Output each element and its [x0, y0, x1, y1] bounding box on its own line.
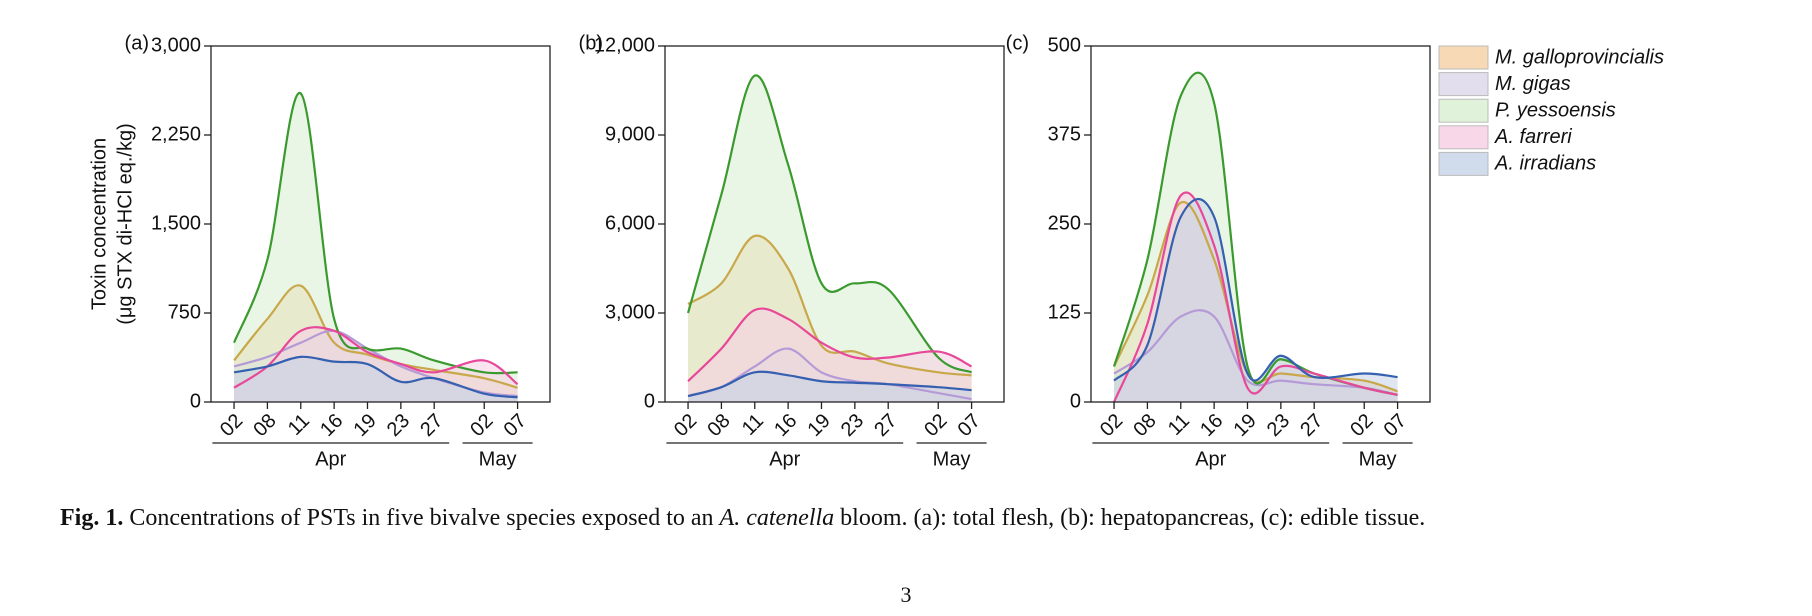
caption-text: bloom. (a): total flesh, (b): hepatopanc…: [840, 505, 1426, 531]
line: [233, 355, 518, 399]
x-tick-label: 27: [416, 410, 447, 441]
line: [687, 370, 972, 398]
x-tick-label: 27: [1296, 410, 1327, 441]
area: [1114, 199, 1398, 402]
x-tick-label: 07: [1380, 410, 1411, 441]
x-tick-label: 23: [1263, 410, 1294, 441]
line: [1113, 198, 1398, 382]
y-tick-label: 2,250: [151, 123, 201, 145]
line: [233, 326, 519, 389]
panel-label: (a): [125, 32, 149, 54]
y-tick-label: 500: [1048, 34, 1081, 56]
y-tick-label: 12,000: [594, 34, 655, 56]
x-tick-label: 19: [803, 410, 834, 441]
legend-label: M. gigas: [1495, 73, 1571, 95]
x-tick-label: 08: [703, 410, 734, 441]
x-tick-label: 07: [500, 410, 531, 441]
line: [1113, 309, 1398, 396]
caption-label: Fig. 1.: [60, 505, 124, 531]
line: [687, 234, 972, 377]
y-tick-label: 0: [190, 390, 201, 412]
line: [1113, 200, 1398, 393]
y-tick-label: 125: [1048, 301, 1081, 323]
line: [686, 74, 973, 374]
group-label: May: [933, 448, 971, 470]
x-tick-label: 23: [383, 410, 414, 441]
line: [233, 284, 518, 389]
legend-swatch: [1438, 151, 1489, 176]
caption-text: Concentrations of PSTs in five bivalve s…: [129, 505, 714, 531]
legend-swatch: [1438, 45, 1489, 70]
y-tick-label: 375: [1048, 123, 1081, 145]
y-tick-label: 1,500: [151, 212, 201, 234]
x-tick-label: 23: [837, 410, 868, 441]
panel-label: (b): [579, 32, 603, 54]
x-tick-label: 02: [670, 410, 701, 441]
y-axis-label: (μg STX di-HCl eq./kg): [114, 123, 136, 325]
area: [234, 356, 518, 402]
legend-label: A. irradians: [1494, 153, 1596, 175]
area: [234, 92, 518, 402]
x-tick-label: 16: [1196, 410, 1227, 441]
x-tick-label: 07: [954, 410, 985, 441]
x-tick-label: 19: [1229, 410, 1260, 441]
group-label: May: [1359, 448, 1397, 470]
y-tick-label: 9,000: [605, 123, 655, 145]
x-tick-label: 02: [920, 410, 951, 441]
x-tick-label: 02: [1346, 410, 1377, 441]
group-label: Apr: [315, 448, 346, 470]
line: [1113, 191, 1398, 402]
line: [687, 307, 973, 383]
y-tick-label: 0: [1070, 390, 1081, 412]
legend-label: P. yessoensis: [1495, 99, 1616, 121]
x-tick-label: 11: [284, 410, 314, 440]
group-label: Apr: [1195, 448, 1226, 470]
x-tick-label: 11: [738, 410, 768, 440]
y-axis-label: Toxin concentration: [88, 138, 110, 310]
y-tick-label: 750: [168, 301, 201, 323]
group-label: May: [479, 448, 517, 470]
x-tick-label: 02: [466, 410, 497, 441]
caption-species: A. catenella: [719, 505, 835, 531]
x-tick-label: 02: [216, 410, 247, 441]
legend-swatch: [1438, 125, 1489, 150]
y-tick-label: 0: [644, 390, 655, 412]
x-tick-label: 08: [1129, 410, 1160, 441]
panel-label: (c): [1006, 32, 1029, 54]
x-tick-label: 19: [349, 410, 380, 441]
y-tick-label: 3,000: [151, 34, 201, 56]
x-tick-label: 27: [870, 410, 901, 441]
line: [233, 92, 518, 375]
page-number: 3: [900, 582, 912, 607]
legend-swatch: [1438, 72, 1489, 97]
x-tick-label: 16: [770, 410, 801, 441]
x-tick-label: 16: [316, 410, 347, 441]
area: [688, 371, 972, 402]
y-tick-label: 250: [1048, 212, 1081, 234]
caption: Fig. 1. Concentrations of PSTs in five b…: [60, 505, 1425, 532]
x-tick-label: 08: [249, 410, 280, 441]
x-tick-label: 11: [1164, 410, 1194, 440]
x-tick-label: 02: [1096, 410, 1127, 441]
legend-label: A. farreri: [1494, 126, 1572, 148]
group-label: Apr: [769, 448, 800, 470]
legend-swatch: [1438, 98, 1489, 123]
legend-label: M. galloprovincialis: [1495, 46, 1664, 68]
y-tick-label: 3,000: [605, 301, 655, 323]
y-tick-label: 6,000: [605, 212, 655, 234]
